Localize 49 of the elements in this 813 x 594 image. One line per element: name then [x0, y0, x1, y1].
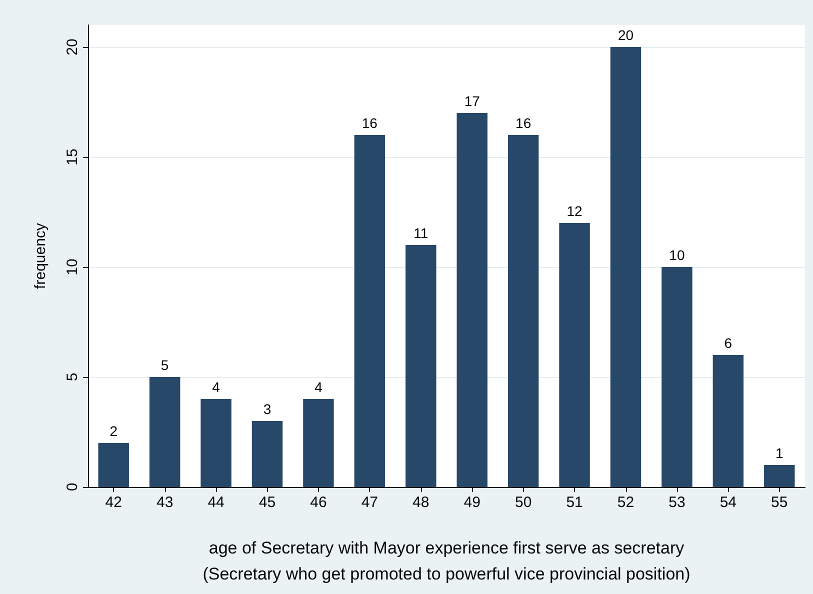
y-tick-label: 20 [64, 38, 81, 56]
bar [303, 399, 334, 487]
x-tick-label: 43 [156, 494, 174, 511]
y-tick-label: 0 [64, 482, 81, 492]
data-label: 12 [566, 203, 583, 219]
data-label: 11 [414, 225, 428, 241]
bar [559, 223, 590, 487]
bar [662, 267, 692, 487]
x-tick-label: 49 [464, 494, 480, 511]
bar [712, 355, 744, 487]
bar [98, 443, 129, 487]
x-tick-label: 47 [361, 494, 378, 511]
bar [764, 465, 795, 487]
data-label: 3 [263, 401, 272, 417]
y-tick-label: 10 [64, 258, 81, 276]
x-tick-label: 50 [514, 494, 532, 511]
y-axis-title: frequency [32, 222, 49, 289]
data-label: 16 [362, 115, 378, 131]
data-label: 6 [724, 335, 732, 351]
bar [406, 245, 436, 487]
x-tick-label: 44 [208, 494, 224, 511]
x-tick-label: 46 [310, 494, 327, 511]
data-label: 10 [669, 247, 685, 263]
y-tick-label: 15 [64, 148, 81, 166]
data-label: 4 [212, 379, 220, 395]
data-label: 16 [516, 115, 532, 131]
data-label: 17 [464, 93, 480, 109]
x-tick-label: 55 [771, 494, 788, 511]
x-tick-label: 45 [258, 494, 276, 511]
bar [354, 135, 386, 487]
bar [508, 135, 539, 487]
y-tick-label: 5 [64, 372, 81, 382]
bar [252, 421, 283, 487]
x-tick-label: 48 [412, 494, 430, 511]
bar [200, 399, 232, 487]
bar [149, 377, 180, 487]
bar [456, 113, 488, 487]
x-axis-title: age of Secretary with Mayor experience first serve as secretary (Secretary who get promoted to powerful vice provincial position) [202, 538, 690, 584]
x-tick-label: 53 [668, 494, 686, 511]
data-label: 5 [160, 357, 169, 373]
x-tick-label: 42 [105, 494, 122, 511]
data-label: 1 [775, 445, 784, 461]
data-label: 20 [618, 27, 634, 43]
x-tick-label: 51 [566, 494, 583, 511]
data-label: 2 [110, 423, 118, 439]
data-label: 4 [314, 379, 323, 395]
x-tick-label: 52 [617, 494, 634, 511]
bar [610, 47, 642, 487]
x-tick-label: 54 [720, 494, 737, 511]
